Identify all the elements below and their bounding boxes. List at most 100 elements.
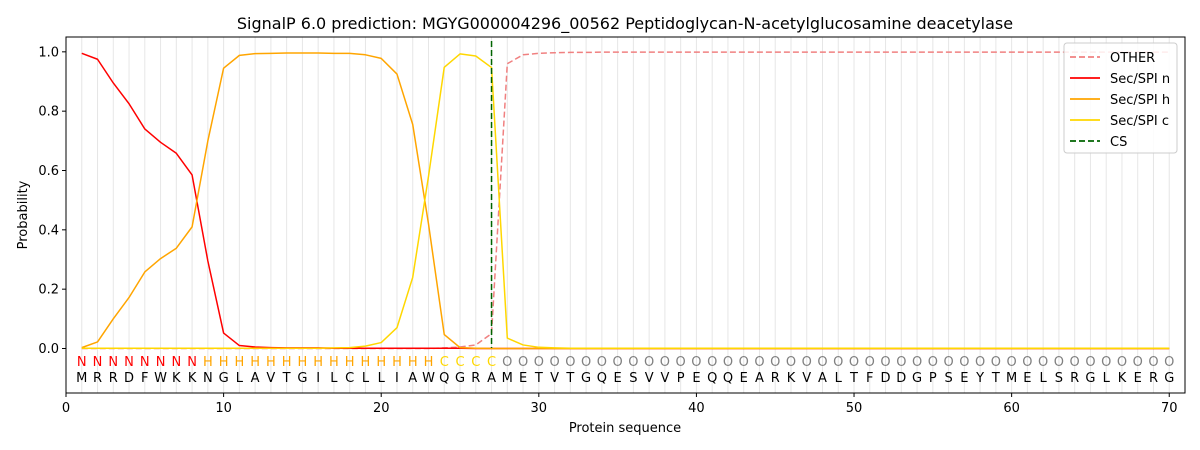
sequence-letter: E [614, 371, 622, 386]
residue-label: O [912, 355, 922, 370]
residue-label: H [266, 355, 276, 370]
residue-label: O [1054, 355, 1064, 370]
residue-label: O [1007, 355, 1017, 370]
residue-label: O [1101, 355, 1111, 370]
residue-label: O [1070, 355, 1080, 370]
residue-label: N [156, 355, 166, 370]
series-layer [81, 41, 1170, 350]
sequence-letter: F [866, 371, 873, 386]
residue-label: O [880, 355, 890, 370]
residue-label: N [124, 355, 134, 370]
plot-frame [65, 36, 1186, 394]
sequence-letter: G [1164, 371, 1174, 386]
x-tick-label: 50 [846, 401, 863, 416]
residue-label: O [502, 355, 512, 370]
sequence-letter: I [316, 371, 320, 386]
residue-label: H [424, 355, 434, 370]
sequence-letter: D [124, 371, 134, 386]
residue-label: O [691, 355, 701, 370]
residue-label: O [628, 355, 638, 370]
y-tick-label: 0.8 [38, 105, 59, 120]
sequence-letter: E [1134, 371, 1142, 386]
residue-label: H [392, 355, 402, 370]
sequence-letter: E [1023, 371, 1031, 386]
legend: OTHER Sec/SPI n Sec/SPI h Sec/SPI c CS [1063, 42, 1178, 154]
sequence-letter: R [471, 371, 480, 386]
sequence-letter: R [771, 371, 780, 386]
sequence-letter: E [692, 371, 700, 386]
residue-label: O [739, 355, 749, 370]
sequence-letter: Q [597, 371, 607, 386]
residue-label: N [140, 355, 150, 370]
sequence-letter: Q [707, 371, 717, 386]
sequence-letter: S [944, 371, 952, 386]
sequence-letter: E [960, 371, 968, 386]
residue-label: O [660, 355, 670, 370]
sequence-letter: W [422, 371, 435, 386]
residue-label: O [1148, 355, 1158, 370]
residue-label: C [487, 355, 496, 370]
y-tick-label: 1.0 [38, 45, 59, 60]
residue-label: O [707, 355, 717, 370]
sequence-letter: D [896, 371, 906, 386]
sequence-letter: T [565, 371, 574, 386]
residue-label: O [676, 355, 686, 370]
sequence-letter: R [1070, 371, 1079, 386]
sequence-letter: L [330, 371, 338, 386]
sequence-letter: R [109, 371, 118, 386]
sequence-letter: G [219, 371, 229, 386]
x-tick-label: 20 [373, 401, 390, 416]
x-tick-label: 40 [688, 401, 705, 416]
x-tick-label: 60 [1003, 401, 1020, 416]
sequence-letter: G [297, 371, 307, 386]
sequence-letter: K [787, 371, 796, 386]
x-axis: 0 10 20 30 40 50 60 70 [62, 393, 1178, 416]
sequence-letter: A [251, 371, 260, 386]
sequence-letter: N [203, 371, 213, 386]
residue-label: N [108, 355, 118, 370]
residue-label: O [865, 355, 875, 370]
legend-label: Sec/SPI n [1110, 72, 1170, 87]
residue-label: O [581, 355, 591, 370]
sequence-letter: L [1103, 371, 1111, 386]
sequence-letter: T [991, 371, 1000, 386]
residue-label: N [93, 355, 103, 370]
sequence-letter: L [1040, 371, 1048, 386]
residue-label: O [1164, 355, 1174, 370]
residue-label: O [1022, 355, 1032, 370]
residue-label: N [187, 355, 197, 370]
sequence-letter: S [629, 371, 637, 386]
sequence-letter: E [519, 371, 527, 386]
sequence-letter: L [362, 371, 370, 386]
residue-label: H [203, 355, 213, 370]
residue-label: O [817, 355, 827, 370]
residue-label: O [770, 355, 780, 370]
sequence-letter: V [266, 371, 275, 386]
residue-label: H [282, 355, 292, 370]
sequence-letter: M [502, 371, 513, 386]
residue-label: O [959, 355, 969, 370]
sequence-letter: A [818, 371, 827, 386]
series-line-sec-spi-c [81, 53, 1170, 349]
x-tick-label: 70 [1161, 401, 1178, 416]
residue-label: H [329, 355, 339, 370]
sequence-letter: G [912, 371, 922, 386]
residue-label: H [298, 355, 308, 370]
chart-title: SignalP 6.0 prediction: MGYG000004296_00… [237, 14, 1013, 34]
sequence-letter: A [487, 371, 496, 386]
residue-label: H [408, 355, 418, 370]
sequence-letter: L [378, 371, 386, 386]
sequence-letter: T [534, 371, 543, 386]
sequence-letter: T [849, 371, 858, 386]
sequence-letter: T [282, 371, 291, 386]
sequence-letter: V [660, 371, 669, 386]
sequence-letter: V [550, 371, 559, 386]
sequence-letter: L [835, 371, 843, 386]
sequence-letter: Y [975, 371, 984, 386]
residue-label: O [928, 355, 938, 370]
sequence-letter: K [188, 371, 197, 386]
residue-label: O [518, 355, 528, 370]
residue-label: H [219, 355, 229, 370]
residue-label: C [440, 355, 449, 370]
